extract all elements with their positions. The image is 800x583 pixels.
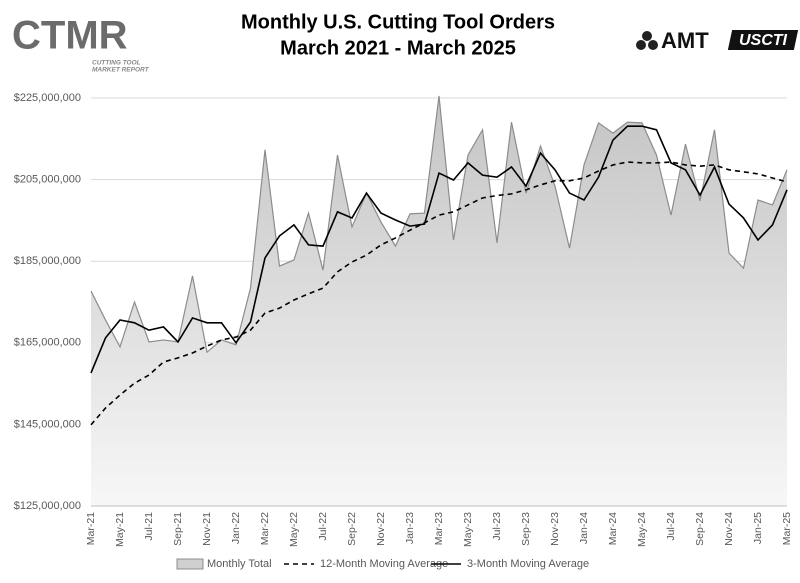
- y-tick-label: $205,000,000: [14, 174, 81, 186]
- x-tick-label: Jan-24: [578, 512, 590, 544]
- legend-label: Monthly Total: [207, 558, 272, 570]
- x-tick-label: Mar-24: [607, 512, 619, 545]
- x-tick-label: May-21: [114, 512, 126, 547]
- line: [90, 125, 788, 374]
- x-tick-label: Jul-21: [143, 512, 155, 541]
- x-tick-label: Mar-21: [85, 512, 97, 545]
- x-tick-label: Jul-24: [665, 512, 677, 541]
- x-tick-label: Sep-23: [520, 512, 532, 546]
- ctmr-sub: MARKET REPORT: [92, 67, 150, 74]
- x-tick-label: May-23: [462, 512, 474, 547]
- y-tick-label: $165,000,000: [14, 337, 81, 349]
- x-tick-label: May-24: [636, 512, 648, 547]
- y-tick-label: $225,000,000: [14, 92, 81, 104]
- x-tick-label: Mar-22: [259, 512, 271, 545]
- y-tick-label: $145,000,000: [14, 418, 81, 430]
- uscti-box: [727, 30, 799, 50]
- x-tick-label: Jan-25: [752, 512, 764, 544]
- amt-logo: [636, 31, 658, 50]
- x-tick-label: Nov-21: [201, 512, 213, 546]
- uscti-logo: USCTI: [739, 32, 788, 49]
- x-tick-label: Nov-24: [723, 512, 735, 546]
- ctmr-sub: CUTTING TOOL: [92, 60, 141, 67]
- legend-label: 3-Month Moving Average: [467, 558, 589, 570]
- x-tick-label: Sep-24: [694, 512, 706, 546]
- x-tick-label: Jan-22: [230, 512, 242, 544]
- x-tick-label: Sep-21: [172, 512, 184, 546]
- x-tick-label: May-22: [288, 512, 300, 547]
- x-tick-label: Nov-23: [549, 512, 561, 546]
- area-line: [90, 95, 788, 354]
- ctmr-logo: CTMR: [12, 14, 128, 58]
- legend-swatch: [176, 558, 204, 570]
- x-tick-label: Nov-22: [375, 512, 387, 546]
- x-tick-label: Jul-22: [317, 512, 329, 541]
- x-tick-label: Sep-22: [346, 512, 358, 546]
- logo-dot: [642, 31, 652, 41]
- chart-subtitle: March 2021 - March 2025: [280, 37, 516, 59]
- y-tick-label: $125,000,000: [14, 500, 81, 512]
- logo-dot: [648, 40, 658, 50]
- amt-logo-text: AMT: [661, 28, 709, 53]
- x-tick-label: Jan-23: [404, 512, 416, 544]
- x-tick-label: Jul-23: [491, 512, 503, 541]
- chart-title: Monthly U.S. Cutting Tool Orders: [241, 11, 555, 33]
- x-tick-label: Mar-25: [781, 512, 793, 545]
- logo-dot: [636, 40, 646, 50]
- legend-label: 12-Month Moving Average: [320, 558, 448, 570]
- y-tick-label: $185,000,000: [14, 255, 81, 267]
- area-fill: [91, 95, 787, 507]
- x-tick-label: Mar-23: [433, 512, 445, 545]
